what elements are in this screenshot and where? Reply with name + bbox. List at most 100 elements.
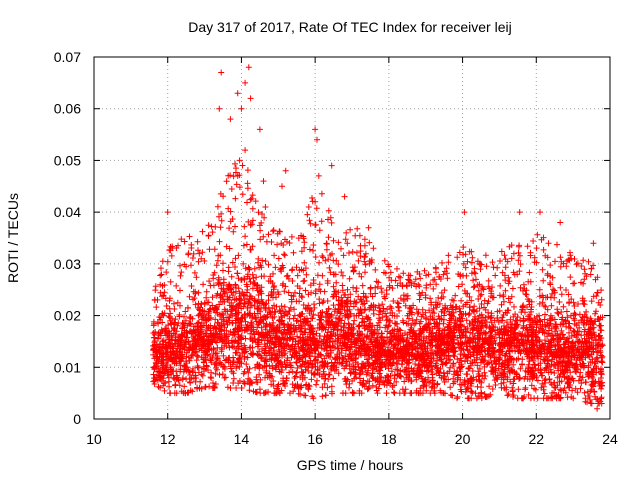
data-point — [542, 323, 549, 330]
data-point — [445, 331, 452, 338]
data-point — [171, 319, 178, 326]
data-point — [538, 236, 545, 243]
data-point — [276, 228, 283, 235]
data-point — [301, 392, 308, 399]
data-point — [176, 348, 183, 355]
data-point — [181, 320, 188, 327]
data-point — [471, 316, 478, 323]
data-point — [198, 322, 205, 329]
data-point — [540, 342, 547, 349]
data-point — [268, 338, 274, 345]
data-point — [466, 310, 473, 317]
data-point — [375, 330, 382, 337]
data-point — [544, 357, 551, 364]
data-point — [330, 375, 337, 382]
data-point — [494, 264, 501, 271]
data-point — [502, 287, 509, 294]
data-point — [452, 324, 459, 331]
data-point — [421, 267, 428, 274]
data-point — [386, 360, 393, 367]
data-point — [539, 266, 546, 273]
data-point — [279, 262, 286, 269]
data-point — [285, 327, 292, 334]
data-point — [390, 341, 397, 348]
data-point — [335, 335, 342, 342]
data-point — [556, 378, 563, 385]
data-point — [588, 382, 595, 388]
data-point — [356, 232, 363, 239]
data-point — [196, 250, 203, 257]
data-point — [364, 359, 371, 366]
data-point — [565, 384, 572, 391]
data-point — [406, 341, 413, 348]
data-point — [255, 298, 262, 305]
data-point — [309, 350, 315, 357]
data-point — [382, 324, 389, 331]
data-point — [485, 277, 492, 284]
data-point — [168, 252, 175, 259]
data-point — [311, 335, 318, 342]
data-point — [465, 311, 472, 318]
data-point — [299, 369, 306, 376]
data-point — [455, 341, 462, 348]
data-point — [256, 320, 262, 326]
data-point — [192, 301, 199, 308]
data-point — [199, 372, 206, 379]
data-point — [222, 308, 229, 315]
data-point — [455, 283, 462, 290]
data-point — [406, 315, 412, 322]
data-point — [189, 255, 196, 261]
data-point — [483, 337, 490, 344]
data-point — [158, 271, 165, 278]
data-point — [268, 381, 275, 388]
data-point — [405, 272, 412, 279]
data-point — [234, 270, 241, 277]
data-point — [547, 348, 554, 355]
data-point — [302, 366, 309, 373]
data-point — [326, 371, 333, 378]
data-point — [255, 336, 262, 343]
data-point — [171, 306, 178, 312]
data-point — [171, 300, 177, 307]
data-point — [242, 335, 249, 342]
data-point — [359, 282, 366, 289]
data-point — [328, 366, 334, 373]
data-point — [284, 272, 291, 279]
data-point — [388, 305, 395, 312]
data-point — [428, 354, 435, 361]
data-point — [321, 372, 327, 378]
data-point — [436, 327, 443, 334]
data-point — [545, 330, 552, 337]
data-point — [233, 296, 240, 302]
data-point — [281, 288, 288, 295]
data-point — [499, 314, 506, 321]
data-point — [350, 267, 357, 274]
data-point — [440, 375, 447, 382]
data-point — [152, 283, 159, 290]
data-point — [193, 274, 200, 281]
data-point — [301, 277, 308, 284]
data-point — [165, 342, 172, 349]
data-point — [325, 216, 331, 223]
data-point — [529, 331, 536, 338]
data-point — [525, 391, 532, 398]
data-point — [236, 184, 243, 191]
data-point — [452, 348, 459, 355]
data-point — [249, 205, 256, 212]
data-point — [463, 317, 470, 324]
data-point — [319, 393, 326, 400]
data-point — [465, 385, 472, 392]
data-point — [460, 251, 467, 258]
data-point — [532, 333, 539, 340]
data-point — [360, 342, 367, 349]
data-point — [175, 320, 182, 327]
data-point — [578, 343, 584, 350]
data-point — [258, 284, 265, 291]
data-point — [267, 344, 274, 351]
data-point — [227, 359, 234, 366]
data-point — [539, 321, 546, 328]
data-point — [235, 301, 241, 308]
data-point — [177, 337, 184, 344]
data-point — [247, 278, 254, 285]
data-point — [465, 378, 472, 385]
